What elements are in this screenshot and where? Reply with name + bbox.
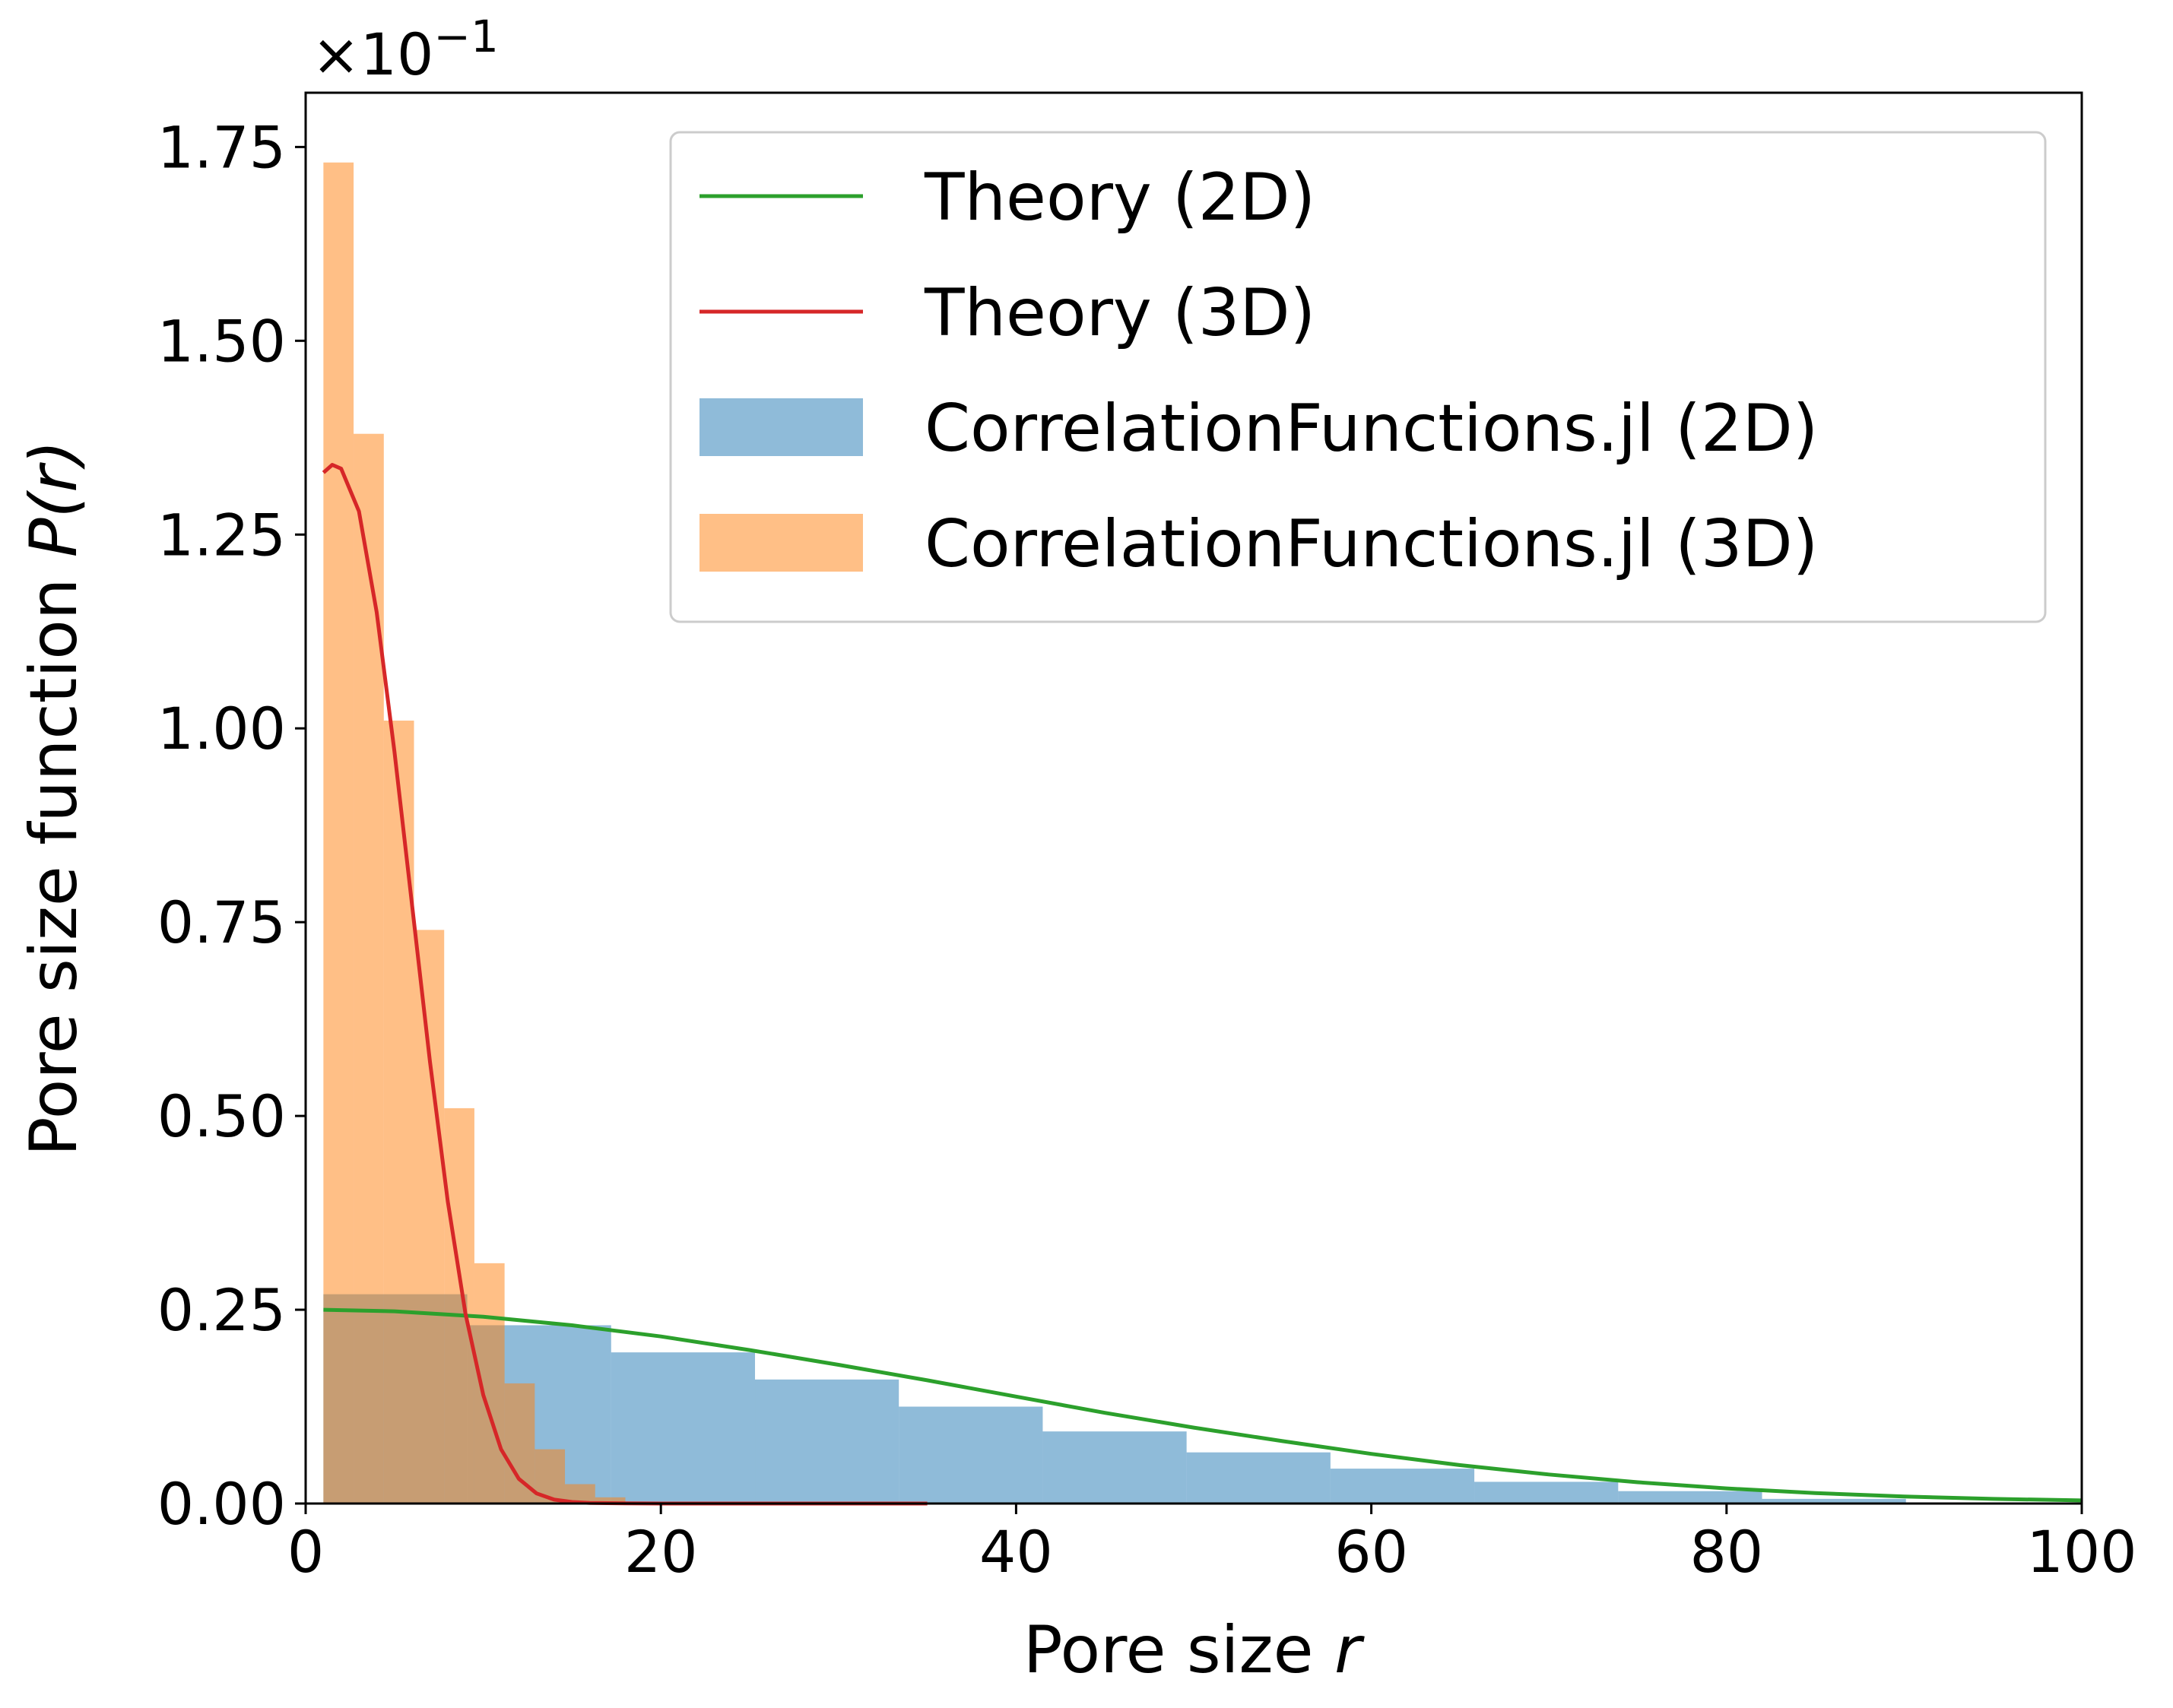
bar-2d-3 <box>755 1379 899 1504</box>
bar-2d-10 <box>1762 1498 1906 1504</box>
y-tick-label: 1.00 <box>157 695 286 762</box>
bar-2d-9 <box>1618 1491 1762 1504</box>
bar-2d-5 <box>1042 1431 1187 1504</box>
plot-area <box>322 162 2083 1506</box>
y-axis-label-text: Pore size function <box>16 578 92 1157</box>
bar-3d-3 <box>414 930 445 1504</box>
x-tick-label: 60 <box>1334 1518 1408 1586</box>
legend-label: Theory (2D) <box>924 160 1315 236</box>
bar-3d-0 <box>323 162 354 1504</box>
x-axis-label-text: Pore size <box>1023 1612 1314 1688</box>
bar-3d-6 <box>504 1383 535 1504</box>
x-tick-label: 40 <box>979 1518 1053 1586</box>
legend-label: Theory (3D) <box>924 275 1315 351</box>
y-multiplier-label: ×10−1 <box>312 11 499 88</box>
bar-3d-1 <box>354 433 384 1504</box>
bar-2d-6 <box>1186 1452 1331 1504</box>
y-multiplier-exponent: −1 <box>433 11 499 62</box>
y-tick-label: 1.75 <box>157 113 286 181</box>
legend-label: CorrelationFunctions.jl (2D) <box>925 391 1818 467</box>
histogram-3d <box>323 162 626 1504</box>
bar-3d-4 <box>444 1108 474 1504</box>
y-tick-label: 1.25 <box>157 501 286 569</box>
legend-box <box>669 131 2047 623</box>
x-tick-label: 20 <box>624 1518 698 1586</box>
y-tick-label: 0.50 <box>157 1082 286 1150</box>
y-tick-label: 1.50 <box>157 307 286 375</box>
bar-2d-7 <box>1330 1469 1475 1504</box>
y-tick-label: 0.00 <box>157 1470 286 1538</box>
bar-3d-9 <box>595 1497 626 1504</box>
bar-2d-2 <box>611 1352 756 1504</box>
bar-2d-8 <box>1474 1481 1619 1504</box>
legend: Theory (2D) Theory (3D) CorrelationFunctio… <box>669 131 2047 623</box>
y-axis-label-var: P(r) <box>16 440 92 557</box>
y-tick-label: 0.75 <box>157 889 286 956</box>
y-axis-label: Pore size function P(r) <box>16 440 92 1156</box>
theory-2d-line <box>323 1307 2083 1503</box>
x-tick-label: 80 <box>1689 1518 1763 1586</box>
x-tick-label: 0 <box>287 1518 324 1586</box>
axes-frame <box>304 91 2083 1505</box>
y-tick-label: 0.25 <box>157 1276 286 1344</box>
x-axis-ticks: 0 20 40 60 80 100 <box>287 1504 2137 1586</box>
legend-swatch-patch <box>699 514 863 572</box>
bar-3d-2 <box>383 721 414 1504</box>
legend-label: CorrelationFunctions.jl (3D) <box>925 506 1818 582</box>
x-axis-label: Pore size r <box>1023 1612 1365 1688</box>
bar-2d-4 <box>899 1406 1043 1504</box>
legend-swatch-patch <box>699 398 863 456</box>
x-tick-label: 100 <box>2026 1518 2137 1586</box>
y-axis-ticks: 0.00 0.25 0.50 0.75 1.00 1.25 1.50 1.75 <box>157 113 306 1538</box>
x-axis-label-var: r <box>1334 1612 1365 1688</box>
y-multiplier-base: ×10 <box>312 21 433 88</box>
